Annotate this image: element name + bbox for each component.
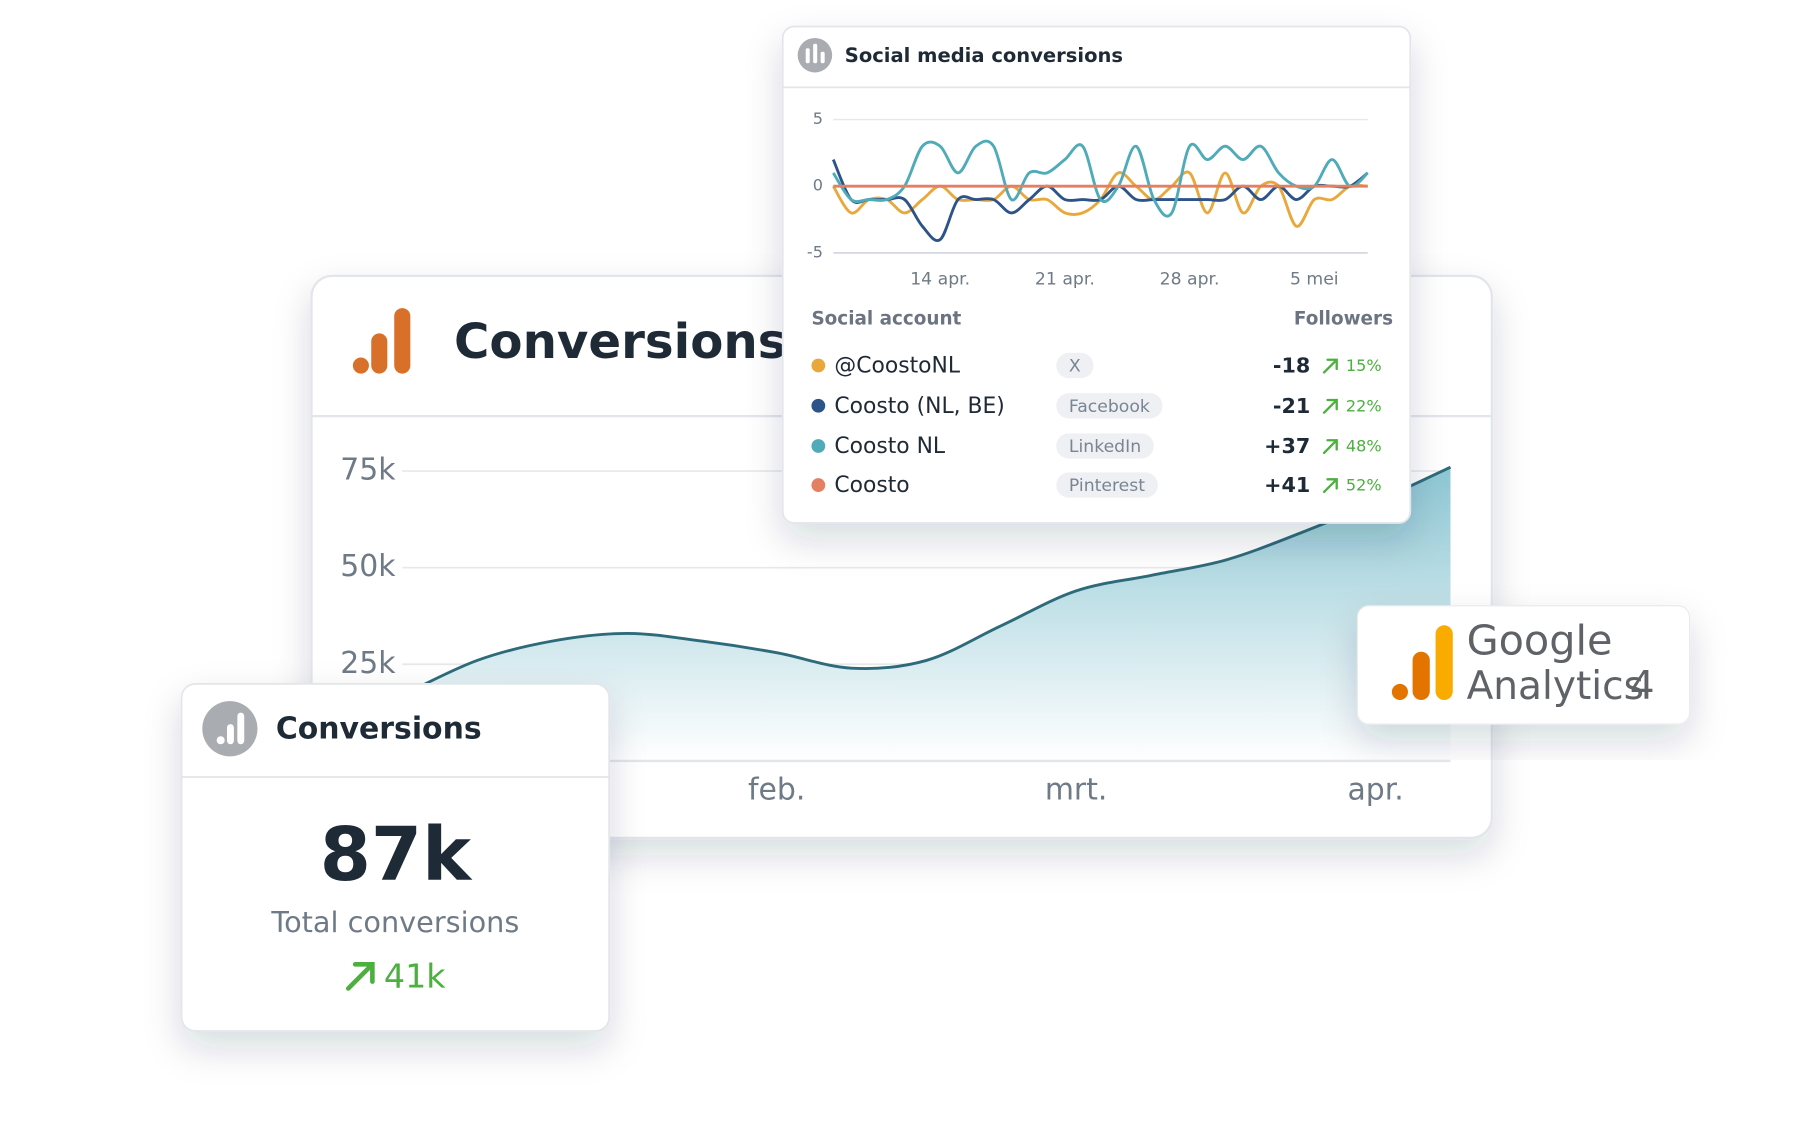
table-header: Social account bbox=[811, 309, 961, 330]
y-tick-label: 75k bbox=[340, 453, 396, 488]
followers-change: -18 bbox=[1273, 354, 1310, 378]
kpi-label: Total conversions bbox=[270, 905, 519, 939]
account-name: Coosto (NL, BE) bbox=[834, 394, 1004, 419]
x-tick-label: mrt. bbox=[1045, 772, 1108, 807]
followers-change: +41 bbox=[1264, 473, 1310, 497]
platform-tag bbox=[1056, 352, 1094, 379]
x-tick-label: 28 apr. bbox=[1160, 269, 1220, 289]
kpi-change: 41k bbox=[384, 957, 446, 996]
badge-product: Analytics bbox=[1467, 664, 1644, 709]
account-dot bbox=[811, 398, 826, 413]
account-name: Coosto bbox=[834, 473, 909, 498]
series-line bbox=[401, 465, 1452, 697]
platform-label: Facebook bbox=[1069, 397, 1150, 417]
kpi-value: 87k bbox=[320, 813, 473, 898]
trend-arrow bbox=[1322, 398, 1338, 414]
platform-tag bbox=[1056, 472, 1158, 498]
account-name: Coosto NL bbox=[834, 434, 946, 459]
table-header: Followers bbox=[1294, 309, 1393, 330]
account-dot bbox=[811, 358, 826, 373]
summary-card: Conversions 87k Total conversions 41k bbox=[180, 683, 611, 1032]
social-card: Social media conversions Social account … bbox=[781, 25, 1412, 524]
platform-label: Pinterest bbox=[1069, 476, 1145, 496]
trend-arrow bbox=[1322, 478, 1338, 494]
chart-icon bbox=[797, 37, 833, 73]
x-tick-label: feb. bbox=[748, 772, 805, 807]
growth: 15% bbox=[1346, 356, 1382, 375]
ga4-badge: Google Analytics 4 bbox=[1356, 605, 1691, 725]
card-title: Conversions bbox=[276, 711, 482, 746]
growth: 52% bbox=[1346, 476, 1382, 495]
y-tick-label: -5 bbox=[807, 242, 823, 261]
chart-icon bbox=[202, 701, 258, 757]
card-title: Social media conversions bbox=[845, 44, 1123, 67]
ga-logo bbox=[352, 308, 411, 374]
ga-logo bbox=[1391, 625, 1453, 700]
series-line bbox=[832, 139, 1369, 218]
account-dot bbox=[811, 478, 826, 492]
x-tick-label: apr. bbox=[1347, 772, 1403, 807]
platform-label: X bbox=[1069, 357, 1081, 377]
card-bg bbox=[180, 683, 611, 1032]
account-name: @CoostoNL bbox=[834, 354, 960, 379]
followers-change: +37 bbox=[1264, 434, 1310, 458]
y-tick-label: 25k bbox=[340, 646, 396, 681]
growth: 22% bbox=[1346, 396, 1382, 415]
trend-arrow bbox=[1322, 358, 1338, 374]
x-tick-label: 14 apr. bbox=[910, 269, 970, 289]
platform-tag bbox=[1056, 433, 1154, 459]
trend-arrow bbox=[345, 962, 375, 991]
account-dot bbox=[811, 439, 826, 453]
x-tick-label: 21 apr. bbox=[1035, 269, 1095, 289]
followers-change: -21 bbox=[1273, 394, 1310, 418]
y-tick-label: 5 bbox=[813, 109, 823, 128]
platform-tag bbox=[1056, 393, 1163, 419]
badge-version: 4 bbox=[1630, 664, 1655, 709]
platform-label: LinkedIn bbox=[1069, 437, 1141, 457]
y-tick-label: 50k bbox=[340, 549, 396, 584]
card-title: Conversions bbox=[454, 314, 786, 370]
x-tick-label: 5 mei bbox=[1290, 269, 1339, 289]
y-tick-label: 0 bbox=[813, 176, 823, 195]
badge-brand: Google bbox=[1467, 617, 1613, 665]
trend-arrow bbox=[1322, 439, 1338, 455]
growth: 48% bbox=[1346, 437, 1382, 456]
area bbox=[402, 467, 1451, 761]
